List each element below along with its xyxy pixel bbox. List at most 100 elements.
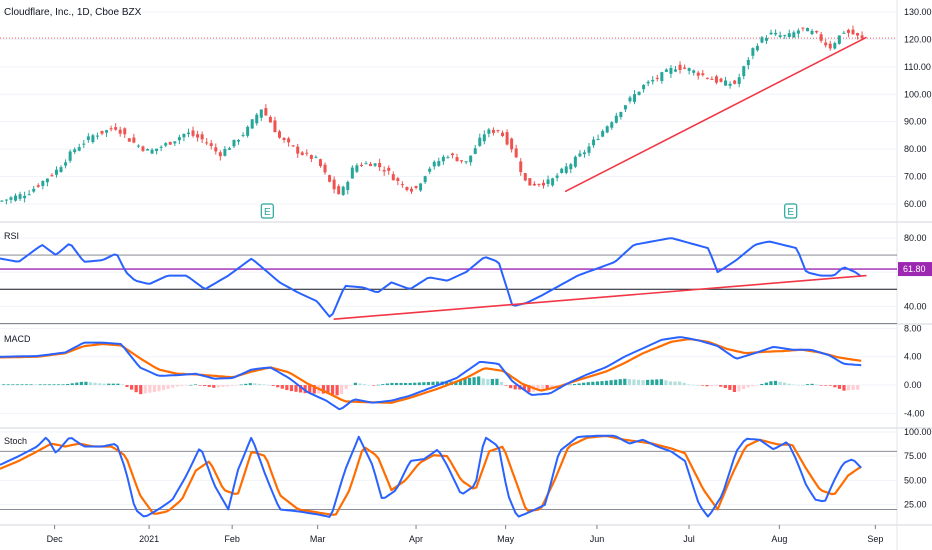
candle-body [769, 32, 773, 35]
macd-histogram-bar [577, 383, 581, 386]
candle-body [860, 35, 864, 39]
candle-body [309, 155, 313, 159]
candle-body [314, 156, 318, 158]
macd-histogram-bar [289, 385, 294, 392]
y-tick-label: 75.00 [904, 451, 927, 461]
macd-histogram-bar [842, 385, 846, 391]
candle-body [123, 128, 127, 135]
macd-histogram-bar [426, 382, 431, 386]
macd-histogram-bar [198, 385, 202, 386]
candle-body [278, 131, 282, 138]
macd-histogram-bar [285, 385, 289, 391]
macd-histogram-bar [714, 385, 718, 386]
candle-body [223, 148, 227, 156]
x-tick-label: Dec [47, 534, 64, 544]
candle-body [218, 152, 222, 157]
candle-body [196, 134, 200, 138]
macd-histogram-bar [664, 380, 668, 386]
macd-histogram-bar [24, 384, 29, 386]
candle-body [50, 175, 54, 177]
macd-histogram-bar [467, 377, 472, 386]
price-trendline [564, 36, 867, 193]
candle-body [482, 134, 486, 142]
macd-histogram-bar [47, 384, 51, 386]
candle-body [91, 135, 95, 143]
macd-histogram-bar [641, 380, 645, 386]
candle-body [514, 148, 518, 158]
macd-histogram-bar [655, 379, 659, 386]
candle-body [414, 185, 418, 188]
candle-body [469, 155, 473, 163]
candle-body [692, 70, 696, 73]
macd-panel[interactable]: -4.00 0.00 4.00 8.00 [0, 323, 925, 418]
candle-body [241, 134, 245, 136]
macd-histogram-bar [111, 383, 115, 386]
candle-body [323, 164, 327, 173]
candle-body [851, 29, 855, 35]
macd-histogram-bar [723, 385, 727, 389]
candle-body [118, 129, 122, 134]
candle-body [819, 34, 823, 41]
candle-body [478, 137, 482, 146]
candle-body [296, 146, 300, 154]
candle-body [560, 168, 564, 173]
candle-body [651, 79, 655, 82]
candle-body [678, 64, 682, 71]
candle-body [346, 181, 350, 191]
macd-line [0, 336, 862, 411]
macd-histogram-bar [783, 382, 787, 386]
macd-histogram-bar [385, 383, 389, 386]
macd-histogram-bar [481, 378, 485, 386]
macd-histogram-bar [280, 385, 284, 389]
macd-histogram-bar [604, 380, 609, 386]
candle-body [551, 178, 555, 186]
candle-body [828, 43, 832, 49]
candle-body [523, 173, 527, 181]
candle-body [724, 80, 728, 86]
macd-histogram-bar [435, 381, 440, 386]
macd-histogram-bar [678, 381, 682, 386]
stoch-panel[interactable]: 25.00 50.00 75.00 100.00 [0, 427, 932, 518]
candle-body [487, 129, 491, 134]
candle-body [164, 143, 168, 146]
candle-body [64, 162, 68, 166]
y-tick-label: 100.00 [904, 89, 932, 99]
candle-body [810, 30, 814, 35]
candle-body [391, 174, 395, 181]
candle-body [491, 129, 495, 133]
macd-histogram-bar [52, 384, 56, 386]
y-tick-label: 4.00 [904, 352, 922, 362]
macd-histogram-bar [276, 385, 280, 388]
macd-histogram-bar [472, 377, 476, 386]
macd-histogram-bar [298, 385, 303, 393]
macd-histogram-bar [248, 383, 252, 386]
macd-histogram-bar [326, 385, 330, 394]
candle-body [318, 159, 322, 167]
candle-body [532, 183, 536, 186]
candle-body [596, 138, 600, 140]
candle-body [341, 186, 345, 195]
y-tick-label: 120.00 [904, 35, 932, 45]
macd-histogram-bar [107, 383, 111, 386]
macd-histogram-bar [29, 384, 33, 386]
macd-histogram-bar [773, 380, 778, 386]
macd-histogram-bar [66, 383, 70, 386]
rsi-line [0, 237, 862, 318]
macd-histogram-bar [846, 385, 851, 391]
candle-body [578, 153, 582, 157]
candle-body [446, 157, 450, 159]
macd-histogram-bar [235, 385, 239, 386]
candle-body [733, 80, 737, 84]
macd-histogram-bar [586, 382, 590, 386]
macd-histogram-bar [6, 384, 10, 386]
macd-histogram-bar [267, 384, 271, 386]
macd-histogram-bar [312, 385, 316, 394]
candle-body [505, 132, 509, 145]
macd-histogram-bar [856, 385, 860, 390]
candle-body [628, 97, 632, 102]
price-panel[interactable]: 60.00 70.00 80.00 90.00 100.00 110.00 120.00 13… [0, 7, 932, 219]
macd-histogram-bar [458, 380, 463, 386]
candle-body [555, 175, 559, 178]
candle-body [546, 179, 550, 184]
